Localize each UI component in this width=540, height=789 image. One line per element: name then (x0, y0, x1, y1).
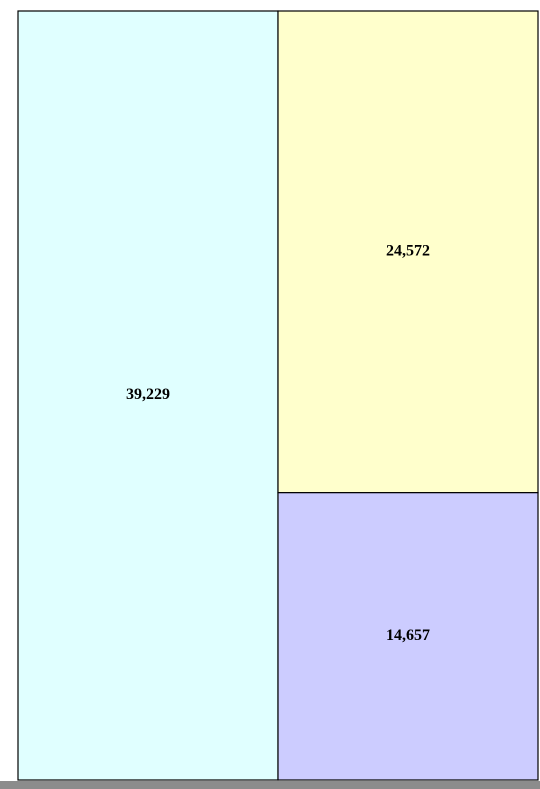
cell-label: 39,229 (126, 386, 170, 403)
treemap-cell (277, 492, 539, 781)
cell-label: 24,572 (386, 243, 430, 260)
treemap-cell (277, 10, 539, 494)
treemap-cell (17, 10, 279, 781)
cell-label: 14,657 (386, 627, 430, 644)
bottom-bar (0, 781, 540, 789)
